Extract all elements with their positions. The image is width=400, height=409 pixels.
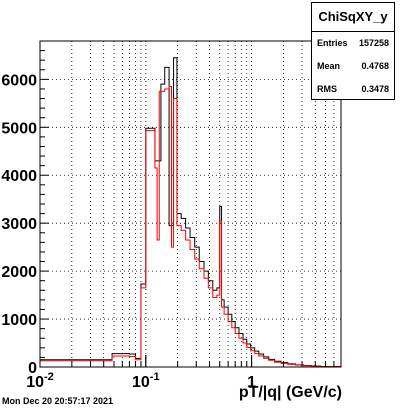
- series-1-bin: [157, 240, 159, 367]
- series-1-bin: [247, 347, 251, 367]
- series-1-bin: [159, 91, 164, 367]
- stats-row-entries: Entries 157258: [312, 32, 394, 55]
- series-1-bin: [129, 356, 135, 367]
- series-1-bin: [174, 99, 177, 367]
- series-1-bin: [195, 259, 200, 367]
- series-1-bin: [172, 247, 174, 367]
- stats-entries-value: 157258: [358, 38, 389, 48]
- series-1-bin: [204, 278, 208, 367]
- series-1-bin: [199, 269, 204, 367]
- y-tick-label: 5000: [1, 120, 37, 137]
- histogram-series: [39, 57, 342, 368]
- series-1-bin: [269, 360, 275, 367]
- series-1-bin: [169, 87, 171, 367]
- timestamp: Mon Dec 20 20:57:17 2021: [2, 396, 114, 406]
- y-tick-label: 1000: [1, 312, 37, 329]
- x-axis-label: pT/|q| (GeV/c): [238, 384, 342, 401]
- tick-labels: 0 1000 2000 3000 4000 5000 6000 10-2 10-1 1: [1, 72, 256, 391]
- stats-rms-value: 0.3478: [361, 84, 389, 94]
- series-1-bin: [146, 131, 155, 367]
- series-1-bin: [275, 362, 281, 367]
- series-1-bin: [186, 240, 190, 367]
- series-1-bin: [217, 295, 220, 367]
- series-1-bin: [264, 358, 269, 367]
- series-1-bin: [224, 314, 228, 367]
- series-1-bin: [112, 356, 129, 367]
- y-tick-label: 4000: [1, 168, 37, 185]
- stats-mean-label: Mean: [317, 61, 341, 71]
- series-1-bin: [141, 288, 146, 367]
- series-1-bin: [155, 168, 157, 367]
- stats-title: ChiSqXY_y: [312, 3, 394, 32]
- series-1-bin: [259, 356, 264, 367]
- series-1-bin: [232, 328, 235, 367]
- series-1-bin: [136, 360, 141, 367]
- series-1-bin: [243, 343, 247, 367]
- series-1-bin: [208, 288, 212, 367]
- y-tick-label: 6000: [1, 72, 37, 89]
- y-tick-label: 0: [28, 360, 37, 377]
- series-1-bin: [228, 321, 232, 367]
- series-1-bin: [222, 307, 225, 367]
- series-1-bin: [213, 297, 217, 367]
- series-1-bin: [235, 333, 239, 367]
- y-tick-label: 3000: [1, 216, 37, 233]
- x-tick-label: 10-2: [26, 371, 54, 391]
- x-tick-label: 10-1: [132, 371, 160, 391]
- stats-mean-value: 0.4768: [361, 61, 389, 71]
- stats-row-rms: RMS 0.3478: [312, 78, 394, 101]
- series-1-outline: [39, 86, 342, 368]
- x-tick-label: 1: [247, 374, 256, 391]
- series-1-bin: [220, 221, 222, 367]
- series-1-bin: [165, 89, 169, 367]
- series-1-bin: [281, 363, 288, 367]
- series-1-bin: [255, 354, 259, 367]
- stats-box: ChiSqXY_y Entries 157258 Mean 0.4768 RMS…: [311, 2, 395, 100]
- stats-row-mean: Mean 0.4768: [312, 55, 394, 78]
- stats-entries-label: Entries: [317, 38, 348, 48]
- y-tick-label: 2000: [1, 264, 37, 281]
- series-1-bin: [181, 230, 185, 367]
- stats-rms-label: RMS: [317, 84, 337, 94]
- series-1-bin: [177, 226, 181, 367]
- series-1-bin: [40, 361, 112, 367]
- series-1-bin: [190, 250, 195, 367]
- axis-ticks: [39, 40, 335, 368]
